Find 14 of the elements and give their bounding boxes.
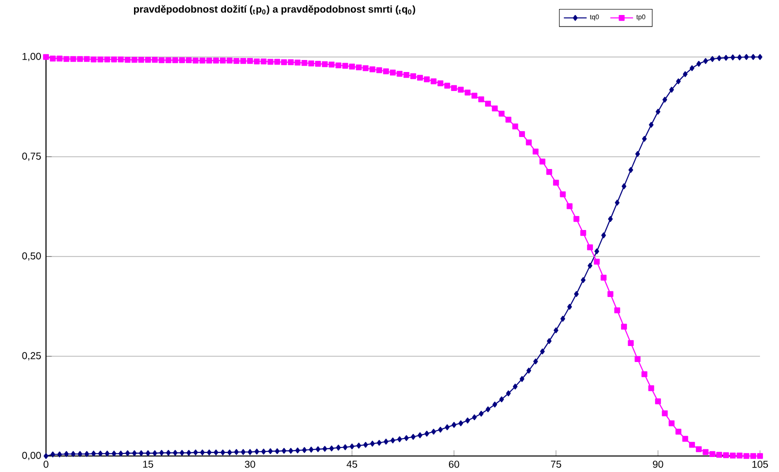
x-tick-label: 0 (44, 460, 48, 468)
x-tick-label: 90 (652, 460, 664, 468)
x-tick-label: 105 (752, 460, 768, 468)
x-tick-label: 15 (143, 460, 154, 468)
y-tick-label: 0,00 (22, 452, 41, 460)
y-tick-label: 1,00 (22, 52, 41, 62)
y-tick-label: 0,75 (22, 152, 41, 161)
x-tick-label: 60 (448, 460, 460, 468)
chart-title: pravděpodobnost dožití ($_{t}$p$_{0}$) a pravděpodobnost smrti ($_{t}$q$_{0}$) (134, 5, 416, 15)
x-tick-label: 45 (346, 460, 358, 468)
x-tick-label: 30 (244, 460, 256, 468)
y-tick-label: 0,25 (22, 352, 41, 360)
y-tick-label: 0,50 (22, 252, 41, 261)
x-tick-label: 75 (550, 460, 562, 468)
